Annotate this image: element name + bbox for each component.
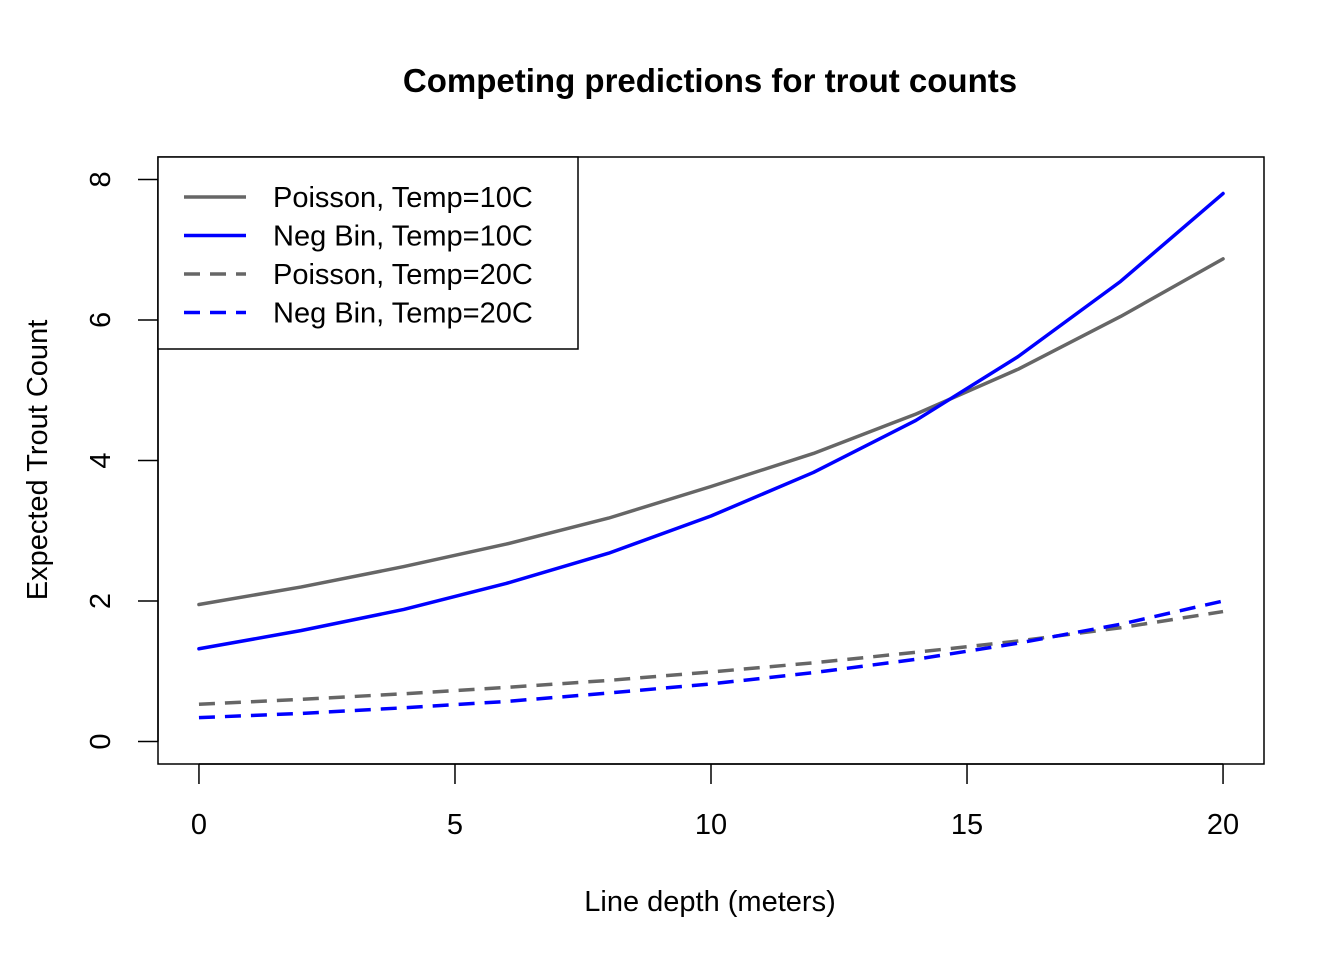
y-axis-label: Expected Trout Count	[22, 320, 54, 601]
legend-label-2: Neg Bin, Temp=10C	[273, 221, 533, 253]
y-tick-label: 0	[85, 733, 117, 749]
x-tick-label: 0	[191, 809, 207, 841]
x-tick-label: 20	[1207, 809, 1239, 841]
legend-label-1: Poisson, Temp=10C	[273, 182, 533, 214]
x-tick-label: 15	[951, 809, 983, 841]
x-tick-label: 10	[695, 809, 727, 841]
y-tick-label: 6	[85, 312, 117, 328]
y-tick-label: 4	[85, 452, 117, 468]
y-tick-label: 8	[85, 171, 117, 187]
series-line-3	[198, 609, 1224, 707]
series-line-2	[197, 191, 1225, 651]
chart-title: Competing predictions for trout counts	[403, 62, 1017, 99]
legend-label-3: Poisson, Temp=20C	[273, 259, 533, 291]
series-line-4	[198, 599, 1224, 720]
y-tick-label: 2	[85, 593, 117, 609]
legend-box	[157, 156, 579, 350]
series-layer	[197, 191, 1225, 720]
legend: Poisson, Temp=10C Neg Bin, Temp=10C Poisso…	[157, 156, 579, 350]
x-axis: 0 5 10 15 20	[191, 763, 1239, 841]
x-tick-label: 5	[447, 809, 463, 841]
legend-label-4: Neg Bin, Temp=20C	[273, 298, 533, 330]
series-line-1	[197, 257, 1225, 607]
x-axis-label: Line depth (meters)	[584, 886, 835, 918]
